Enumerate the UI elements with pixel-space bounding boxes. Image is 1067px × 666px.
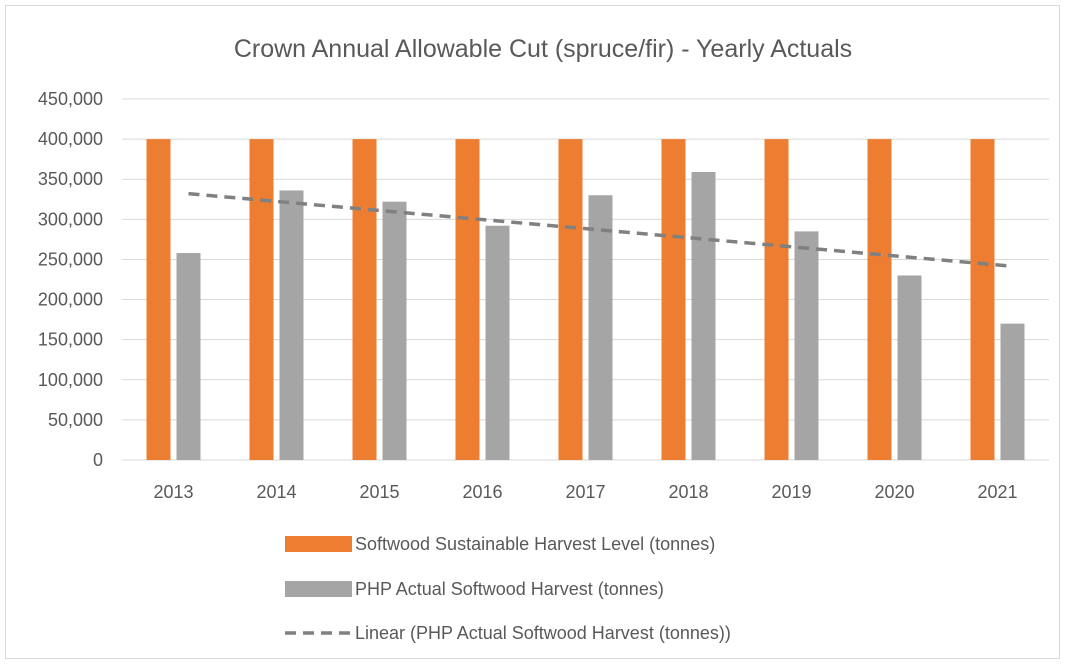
gridlines [122, 98, 1049, 421]
x-tick-label: 2021 [977, 482, 1017, 502]
bar-sustainable-harvest [455, 139, 480, 460]
bar-actual-harvest [382, 201, 407, 460]
trendline-linear [188, 191, 1013, 269]
legend-swatch [285, 536, 352, 552]
bar-actual-harvest [176, 253, 201, 460]
x-tick-label: 2018 [668, 482, 708, 502]
x-tick-label: 2015 [359, 482, 399, 502]
bar-sustainable-harvest [558, 139, 583, 460]
bar-sustainable-harvest [764, 139, 789, 460]
bar-actual-harvest [691, 172, 716, 460]
y-tick-label: 100,000 [38, 370, 103, 390]
legend-item-actual-harvest: PHP Actual Softwood Harvest (tonnes) [285, 579, 664, 599]
x-tick-label: 2017 [565, 482, 605, 502]
x-tick-label: 2016 [462, 482, 502, 502]
y-tick-label: 50,000 [48, 410, 103, 430]
bar-sustainable-harvest [867, 139, 892, 460]
x-tick-label: 2019 [771, 482, 811, 502]
legend-swatch [285, 581, 352, 597]
bar-actual-harvest [794, 231, 819, 460]
y-tick-label: 150,000 [38, 330, 103, 350]
bar-actual-harvest [1000, 323, 1025, 460]
legend-item-sustainable-harvest: Softwood Sustainable Harvest Level (tonn… [285, 534, 715, 554]
chart-title: Crown Annual Allowable Cut (spruce/fir) … [234, 35, 852, 63]
y-tick-label: 450,000 [38, 89, 103, 109]
legend-label: Linear (PHP Actual Softwood Harvest (ton… [355, 623, 731, 643]
y-tick-label: 250,000 [38, 249, 103, 269]
bar-sustainable-harvest [249, 139, 274, 460]
bars [146, 139, 1025, 460]
bar-actual-harvest [588, 195, 613, 460]
bar-sustainable-harvest [146, 139, 171, 460]
axes: 0 50,000 100,000 150,000 200,000 250,000 300,0… [38, 89, 1049, 502]
trendline [188, 191, 1013, 269]
bar-actual-harvest [279, 190, 304, 460]
bar-sustainable-harvest [661, 139, 686, 460]
bar-sustainable-harvest [970, 139, 995, 460]
x-tick-label: 2013 [153, 482, 193, 502]
bar-sustainable-harvest [352, 139, 377, 460]
x-tick-label: 2014 [256, 482, 296, 502]
x-tick-label: 2020 [874, 482, 914, 502]
legend-label: PHP Actual Softwood Harvest (tonnes) [355, 579, 664, 599]
y-tick-label: 400,000 [38, 129, 103, 149]
y-tick-label: 0 [93, 450, 103, 470]
legend-label: Softwood Sustainable Harvest Level (tonn… [355, 534, 715, 554]
bar-actual-harvest [897, 275, 922, 460]
y-tick-label: 200,000 [38, 290, 103, 310]
y-tick-label: 300,000 [38, 209, 103, 229]
y-tick-label: 350,000 [38, 169, 103, 189]
bar-actual-harvest [485, 225, 510, 460]
legend-item-trendline: Linear (PHP Actual Softwood Harvest (ton… [285, 623, 731, 643]
legend: Softwood Sustainable Harvest Level (tonn… [285, 534, 731, 643]
